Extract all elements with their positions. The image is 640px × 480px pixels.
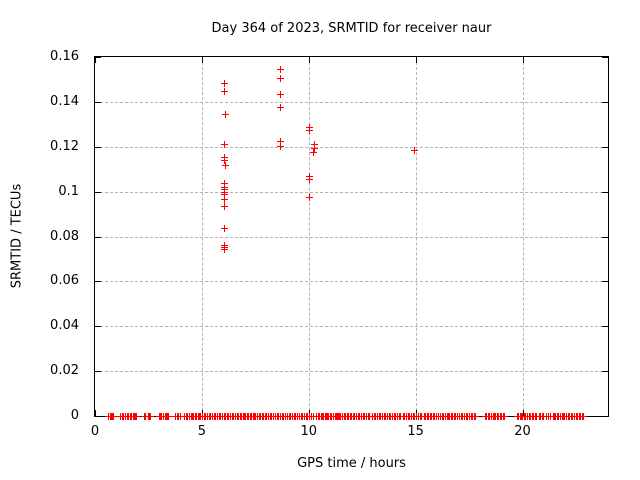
data-point — [310, 144, 318, 152]
data-point — [220, 241, 228, 249]
data-point — [221, 162, 229, 170]
data-point — [311, 140, 319, 148]
y-tick — [602, 371, 608, 373]
zero-band-point — [501, 412, 509, 420]
y-tick — [95, 236, 101, 238]
y-gridline — [95, 281, 608, 283]
data-point — [221, 111, 229, 119]
y-tick-label: 0.06 — [50, 273, 79, 289]
data-point — [220, 245, 228, 253]
y-tick — [95, 146, 101, 148]
y-tick — [602, 57, 608, 58]
zero-band-point — [165, 412, 173, 420]
data-point — [221, 202, 229, 210]
data-point — [221, 88, 229, 96]
data-point — [220, 186, 228, 194]
y-tick — [95, 326, 101, 328]
data-point — [221, 156, 229, 164]
data-point — [309, 148, 317, 156]
data-point — [277, 90, 285, 98]
y-tick — [602, 191, 608, 193]
zero-band-point — [580, 412, 588, 420]
data-point — [305, 175, 313, 183]
y-tick-label: 0.08 — [50, 228, 79, 244]
data-point — [277, 66, 285, 74]
x-axis-label: GPS time / hours — [297, 456, 406, 471]
zero-band-point — [309, 412, 317, 420]
zero-band-point — [133, 412, 141, 420]
zero-band-point — [146, 412, 154, 420]
y-gridline — [95, 101, 608, 103]
x-tick — [308, 57, 310, 63]
y-tick — [95, 57, 101, 58]
x-tick-label: 20 — [514, 424, 531, 439]
data-point — [221, 243, 229, 251]
data-point — [220, 191, 228, 199]
y-tick — [95, 371, 101, 373]
data-point — [220, 141, 228, 149]
y-gridline — [95, 146, 608, 148]
x-tick-label: 10 — [300, 424, 318, 439]
y-gridline — [95, 191, 608, 193]
x-tick-label: 5 — [197, 424, 207, 439]
x-tick — [522, 57, 524, 63]
data-point — [305, 127, 313, 135]
x-tick-label: 15 — [407, 424, 424, 439]
y-tick-label: 0.16 — [50, 49, 79, 64]
y-gridline — [95, 236, 608, 238]
data-point — [411, 147, 419, 155]
zero-band-point — [176, 412, 184, 420]
zero-band-point — [472, 412, 480, 420]
y-tick — [602, 326, 608, 328]
x-tick — [415, 57, 417, 63]
y-tick — [602, 146, 608, 148]
x-tick — [95, 410, 96, 416]
x-tick-label: 0 — [90, 424, 100, 439]
y-gridline — [95, 326, 608, 328]
data-point — [221, 188, 229, 196]
data-point — [277, 142, 285, 150]
y-gridline — [95, 371, 608, 373]
x-tick — [201, 57, 203, 63]
y-tick-label: 0.1 — [58, 183, 79, 199]
chart-title: Day 364 of 2023, SRMTID for receiver nau… — [211, 21, 492, 36]
x-tick — [95, 57, 96, 63]
data-point — [276, 103, 284, 111]
y-tick-label: 0.04 — [50, 318, 79, 334]
y-tick — [95, 281, 101, 283]
y-tick — [95, 191, 101, 193]
y-tick — [602, 101, 608, 103]
data-point — [277, 137, 285, 145]
data-point — [220, 225, 228, 233]
data-point — [277, 75, 285, 83]
y-tick — [95, 416, 101, 417]
y-tick — [602, 281, 608, 283]
data-point — [306, 194, 314, 202]
zero-band-point — [110, 412, 118, 420]
y-tick-label: 0.14 — [50, 93, 79, 109]
data-point — [221, 195, 229, 203]
data-point — [220, 179, 228, 187]
y-tick — [602, 236, 608, 238]
y-tick-label: 0.12 — [50, 138, 79, 154]
y-tick — [95, 101, 101, 103]
plot-area — [94, 56, 609, 420]
y-tick — [602, 416, 608, 417]
y-tick-label: 0 — [70, 408, 79, 423]
y-tick-label: 0.02 — [50, 363, 79, 379]
data-point — [221, 79, 229, 87]
